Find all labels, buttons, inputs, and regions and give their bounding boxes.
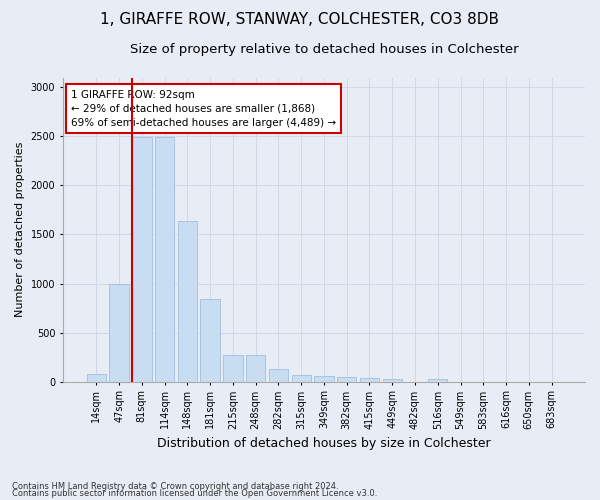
Bar — [223, 355, 242, 382]
Text: Contains HM Land Registry data © Crown copyright and database right 2024.: Contains HM Land Registry data © Crown c… — [12, 482, 338, 491]
Bar — [109, 284, 129, 382]
Text: 1 GIRAFFE ROW: 92sqm
← 29% of detached houses are smaller (1,868)
69% of semi-de: 1 GIRAFFE ROW: 92sqm ← 29% of detached h… — [71, 90, 336, 128]
Bar — [428, 378, 448, 382]
Y-axis label: Number of detached properties: Number of detached properties — [15, 142, 25, 318]
Title: Size of property relative to detached houses in Colchester: Size of property relative to detached ho… — [130, 42, 518, 56]
Bar — [314, 376, 334, 382]
Bar — [383, 378, 402, 382]
Text: 1, GIRAFFE ROW, STANWAY, COLCHESTER, CO3 8DB: 1, GIRAFFE ROW, STANWAY, COLCHESTER, CO3… — [101, 12, 499, 28]
Bar — [360, 378, 379, 382]
Bar — [178, 220, 197, 382]
Bar — [246, 355, 265, 382]
Bar — [292, 376, 311, 382]
Bar — [86, 374, 106, 382]
Bar — [200, 299, 220, 382]
Bar — [269, 369, 288, 382]
Bar — [132, 138, 152, 382]
Text: Contains public sector information licensed under the Open Government Licence v3: Contains public sector information licen… — [12, 489, 377, 498]
X-axis label: Distribution of detached houses by size in Colchester: Distribution of detached houses by size … — [157, 437, 491, 450]
Bar — [155, 138, 175, 382]
Bar — [337, 377, 356, 382]
